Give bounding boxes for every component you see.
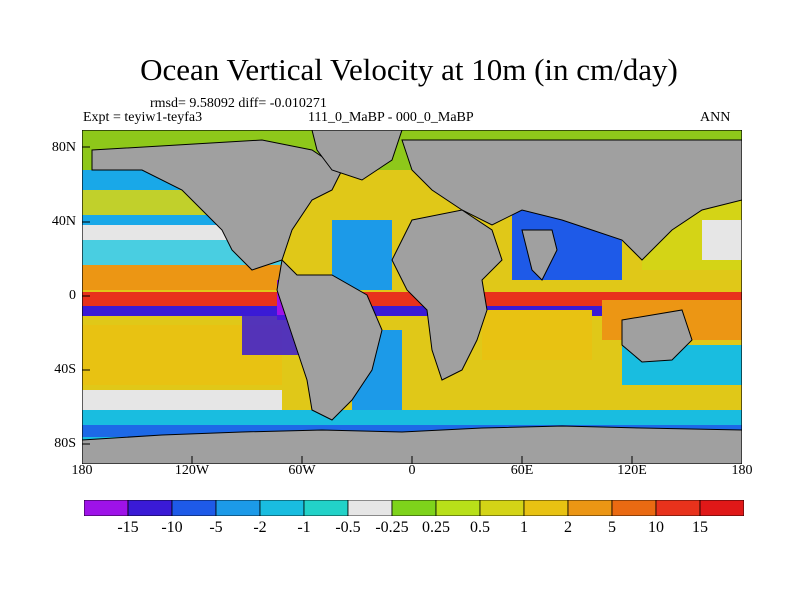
colorbar-label: -10: [161, 519, 183, 536]
colorbar-label: 0.25: [422, 519, 450, 536]
stats-label: rmsd= 9.58092 diff= -0.010271: [150, 96, 327, 111]
lat-label-40s: 40S: [54, 362, 76, 377]
south-white: [82, 390, 282, 410]
colorbar-label: -1: [297, 519, 311, 536]
greenland: [311, 130, 403, 181]
lon-label-60e: 60E: [510, 463, 534, 478]
lon-label-60w: 60W: [288, 463, 316, 478]
colorbar-label: -0.5: [335, 519, 361, 536]
experiment-label: Expt = teyiw1-teyfa3: [83, 110, 203, 125]
colorbar-label: 2: [564, 519, 572, 536]
lon-label-0: 0: [408, 463, 416, 478]
colorbar-label: -2: [253, 519, 267, 536]
colorbar-swatch: [84, 500, 129, 516]
colorbar-swatch: [171, 500, 217, 516]
australia: [621, 309, 693, 363]
subtropic-orange: [82, 265, 282, 290]
colorbar-swatch: [567, 500, 613, 516]
plot-title: Ocean Vertical Velocity at 10m (in cm/da…: [140, 52, 678, 87]
colorbar-label: 5: [608, 519, 616, 536]
colorbar-swatch: [435, 500, 481, 516]
colorbar-swatch: [303, 500, 349, 516]
colorbar-swatch: [391, 500, 437, 516]
colorbar-label: 0.5: [470, 519, 490, 536]
colorbar-label: -0.25: [375, 519, 409, 536]
colorbar-label: -5: [209, 519, 223, 536]
south-america: [276, 258, 383, 421]
colorbar-swatch: [127, 500, 173, 516]
colorbar-swatch: [655, 500, 701, 516]
colorbar-swatch: [259, 500, 305, 516]
season-label: ANN: [700, 110, 731, 125]
colorbar-swatch: [347, 500, 393, 516]
india: [521, 229, 558, 281]
colorbar-swatch: [699, 500, 744, 516]
colorbar-swatch: [523, 500, 569, 516]
lon-label-180w: 180: [71, 463, 93, 478]
antarctica: [82, 425, 742, 464]
africa: [391, 209, 503, 381]
colorbar-label: -15: [117, 519, 139, 536]
colorbar-label: 15: [692, 519, 708, 536]
period-label: 111_0_MaBP - 000_0_MaBP: [308, 110, 474, 125]
colorbar-swatch: [479, 500, 525, 516]
velocity-map: [82, 130, 742, 464]
colorbar-label: 10: [648, 519, 664, 536]
equatorial-blue: [82, 306, 742, 316]
colorbar-label: 1: [520, 519, 528, 536]
colorbar-swatch: [215, 500, 261, 516]
land-masses: [82, 130, 742, 464]
lon-label-120w: 120W: [174, 463, 210, 478]
lon-label-120e: 120E: [617, 463, 647, 478]
lat-label-0: 0: [69, 288, 76, 303]
equatorial-band: [82, 292, 742, 310]
axis-ticks: [82, 146, 742, 464]
lat-label-80s: 80S: [54, 436, 76, 451]
eurasia: [401, 139, 742, 261]
lat-label-80n: 80N: [51, 140, 76, 155]
lat-label-40n: 40N: [51, 214, 76, 229]
lon-label-180e: 180: [731, 463, 753, 478]
colorbar: [84, 500, 744, 516]
colorbar-swatch: [611, 500, 657, 516]
